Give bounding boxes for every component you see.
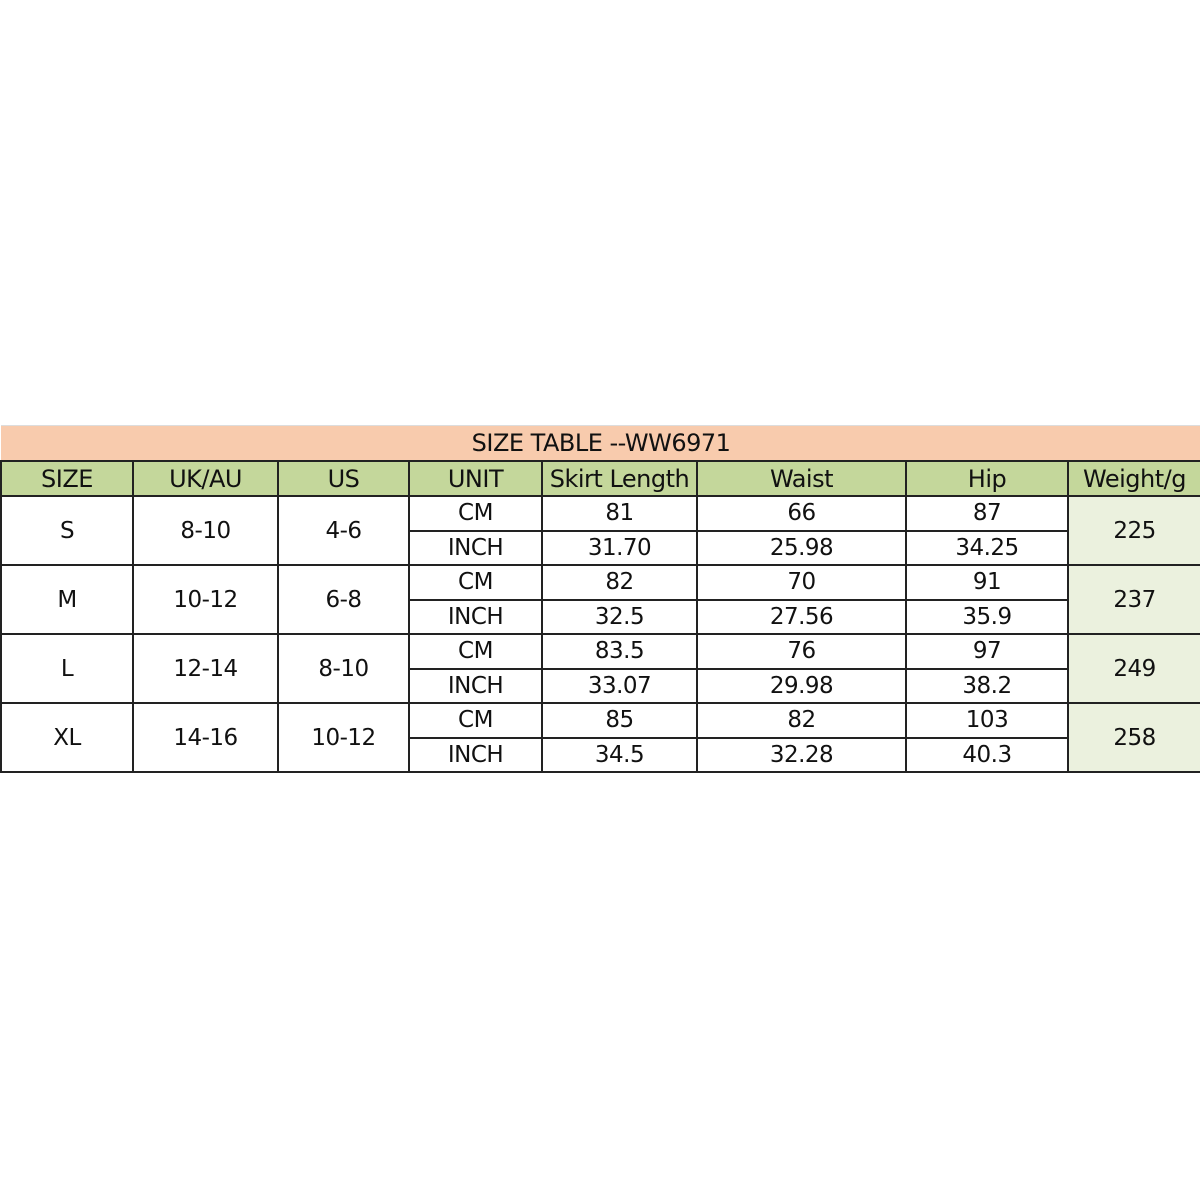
header-row: SIZE UK/AU US UNIT Skirt Length Waist Hi…	[0, 460, 1200, 497]
hip-cell: 35.9	[905, 598, 1069, 635]
hip-cell: 87	[905, 495, 1069, 532]
waist-cell: 66	[696, 495, 907, 532]
size-table: SIZE TABLE --WW6971 SIZE UK/AU US UNIT S…	[0, 425, 1200, 773]
waist-cell: 70	[696, 564, 907, 601]
header-us: US	[277, 460, 410, 497]
size-cell: S	[0, 495, 134, 566]
table-row-inch: INCH 33.07 29.98 38.2	[1, 667, 1200, 704]
us-cell: 10-12	[277, 702, 410, 773]
unit-cell: CM	[408, 633, 543, 670]
hip-cell: 38.2	[905, 667, 1069, 704]
size-cell: M	[0, 564, 134, 635]
uk-au-cell: 14-16	[132, 702, 279, 773]
unit-cell: INCH	[408, 667, 543, 704]
skirt-length-cell: 85	[541, 702, 698, 739]
size-table-container: SIZE TABLE --WW6971 SIZE UK/AU US UNIT S…	[0, 425, 1200, 773]
waist-cell: 27.56	[696, 598, 907, 635]
header-weight: Weight/g	[1066, 460, 1200, 497]
table-row-inch: INCH 34.5 32.28 40.3	[1, 736, 1200, 773]
us-cell: 4-6	[277, 495, 410, 566]
unit-cell: CM	[408, 564, 543, 601]
waist-cell: 25.98	[696, 529, 907, 566]
hip-cell: 34.25	[905, 529, 1069, 566]
table-row-inch: INCH 32.5 27.56 35.9	[1, 598, 1200, 635]
skirt-length-cell: 33.07	[541, 667, 698, 704]
skirt-length-cell: 82	[541, 564, 698, 601]
weight-cell: 237	[1066, 564, 1200, 635]
table-row-cm: XL 14-16 10-12 CM 85 82 103 258	[0, 702, 1200, 773]
table-row-cm: M 10-12 6-8 CM 82 70 91 237	[0, 564, 1200, 635]
title-row: SIZE TABLE --WW6971	[1, 425, 1200, 462]
hip-cell: 103	[905, 702, 1069, 739]
header-skirt-length: Skirt Length	[541, 460, 698, 497]
weight-cell: 258	[1066, 702, 1200, 773]
header-waist: Waist	[696, 460, 907, 497]
header-unit: UNIT	[408, 460, 543, 497]
waist-cell: 29.98	[696, 667, 907, 704]
unit-cell: INCH	[408, 529, 543, 566]
weight-cell: 249	[1066, 633, 1200, 704]
waist-cell: 32.28	[696, 736, 907, 773]
header-size: SIZE	[0, 460, 134, 497]
us-cell: 6-8	[277, 564, 410, 635]
header-hip: Hip	[905, 460, 1069, 497]
unit-cell: CM	[408, 495, 543, 532]
header-uk-au: UK/AU	[132, 460, 279, 497]
us-cell: 8-10	[277, 633, 410, 704]
skirt-length-cell: 83.5	[541, 633, 698, 670]
table-row-inch: INCH 31.70 25.98 34.25	[1, 529, 1200, 566]
size-cell: L	[0, 633, 134, 704]
uk-au-cell: 8-10	[132, 495, 279, 566]
unit-cell: INCH	[408, 598, 543, 635]
unit-cell: INCH	[408, 736, 543, 773]
table-title: SIZE TABLE --WW6971	[1, 425, 1200, 462]
unit-cell: CM	[408, 702, 543, 739]
skirt-length-cell: 81	[541, 495, 698, 532]
skirt-length-cell: 34.5	[541, 736, 698, 773]
hip-cell: 91	[905, 564, 1069, 601]
table-row-cm: L 12-14 8-10 CM 83.5 76 97 249	[0, 633, 1200, 704]
size-cell: XL	[0, 702, 134, 773]
uk-au-cell: 12-14	[132, 633, 279, 704]
waist-cell: 76	[696, 633, 907, 670]
skirt-length-cell: 31.70	[541, 529, 698, 566]
uk-au-cell: 10-12	[132, 564, 279, 635]
waist-cell: 82	[696, 702, 907, 739]
weight-cell: 225	[1066, 495, 1200, 566]
skirt-length-cell: 32.5	[541, 598, 698, 635]
table-row-cm: S 8-10 4-6 CM 81 66 87 225	[0, 495, 1200, 566]
hip-cell: 97	[905, 633, 1069, 670]
hip-cell: 40.3	[905, 736, 1069, 773]
